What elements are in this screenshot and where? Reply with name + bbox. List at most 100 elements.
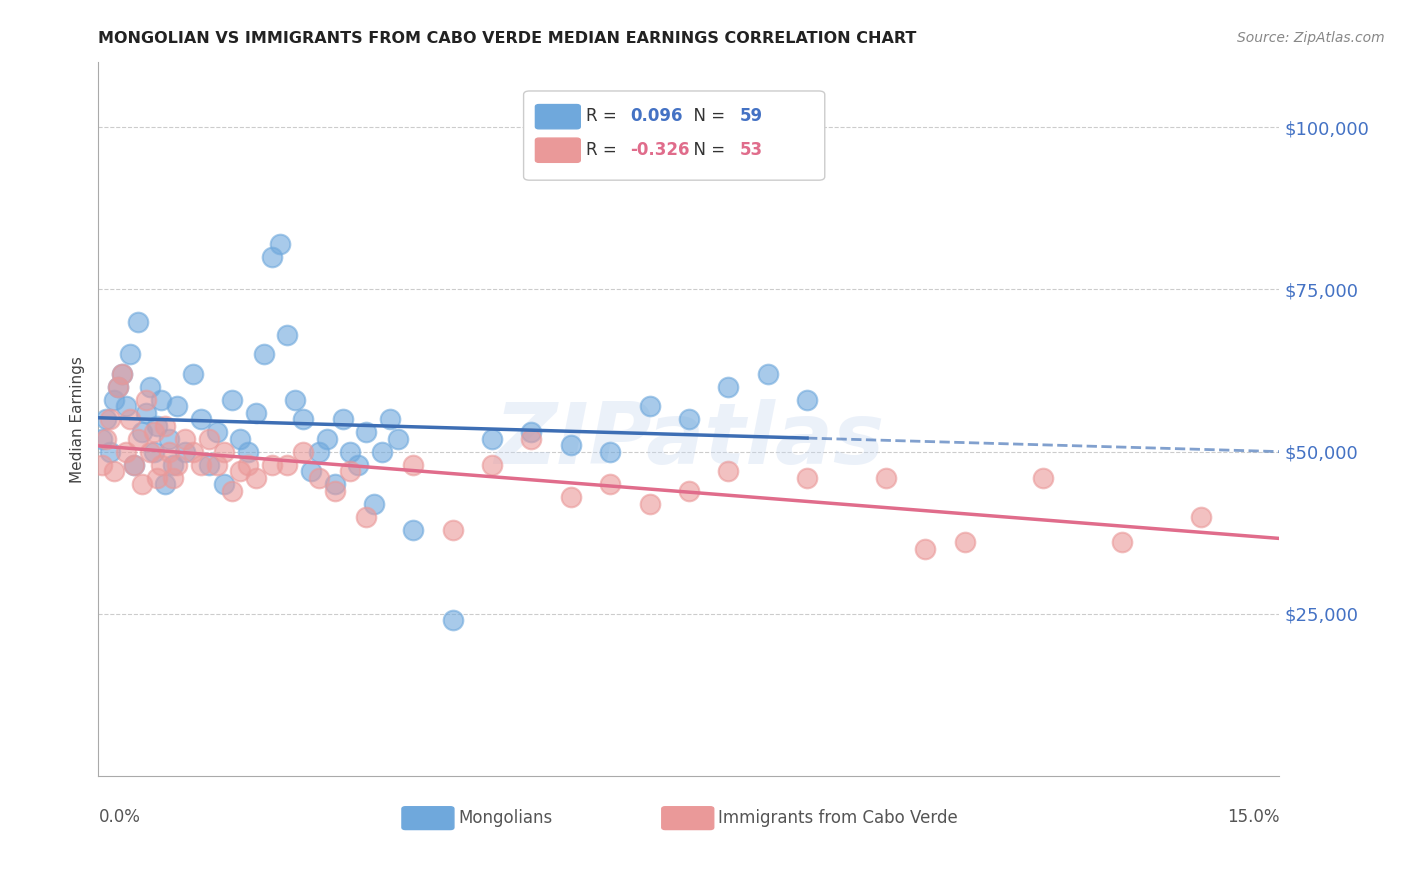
FancyBboxPatch shape (662, 806, 714, 830)
Point (190, 458, 212, 472)
Point (96, 412, 118, 426)
Point (599, 477, 621, 491)
Point (150, 458, 173, 472)
Point (308, 470, 330, 484)
Point (354, 425, 377, 440)
Point (1111, 535, 1133, 549)
Point (347, 458, 370, 472)
Point (205, 458, 228, 472)
Point (115, 444, 138, 458)
Point (155, 477, 177, 491)
Point (131, 425, 153, 440)
FancyBboxPatch shape (536, 138, 581, 162)
Point (276, 458, 298, 472)
Text: -0.326: -0.326 (630, 141, 689, 159)
Point (756, 367, 779, 381)
Point (127, 315, 149, 329)
Point (91, 432, 114, 446)
Point (638, 399, 661, 413)
Point (103, 464, 125, 478)
Point (174, 432, 197, 446)
Text: N =: N = (683, 107, 730, 125)
Point (91, 458, 114, 472)
Point (155, 418, 177, 433)
Point (292, 412, 315, 426)
Point (441, 523, 464, 537)
Point (599, 444, 621, 458)
Text: 0.096: 0.096 (630, 107, 682, 125)
Point (166, 399, 188, 413)
Point (111, 367, 134, 381)
Point (111, 367, 134, 381)
Point (292, 444, 315, 458)
Point (323, 483, 346, 498)
Text: Source: ZipAtlas.com: Source: ZipAtlas.com (1237, 31, 1385, 45)
Point (481, 432, 503, 446)
Point (197, 432, 219, 446)
Point (678, 412, 700, 426)
Point (205, 425, 228, 440)
Point (150, 392, 173, 407)
Point (875, 470, 897, 484)
Point (276, 327, 298, 342)
Point (269, 237, 291, 252)
Point (520, 425, 543, 440)
Point (260, 250, 283, 264)
Text: Immigrants from Cabo Verde: Immigrants from Cabo Verde (718, 809, 959, 827)
Point (181, 444, 204, 458)
Point (118, 347, 141, 361)
Point (122, 458, 145, 472)
Point (214, 477, 236, 491)
Point (914, 541, 936, 556)
Point (138, 444, 160, 458)
Point (118, 412, 141, 426)
Point (378, 412, 401, 426)
Text: R =: R = (586, 141, 623, 159)
Point (103, 392, 125, 407)
FancyBboxPatch shape (523, 91, 825, 180)
Text: 15.0%: 15.0% (1227, 808, 1279, 826)
Point (332, 412, 354, 426)
Text: 0.0%: 0.0% (98, 808, 141, 826)
Text: MONGOLIAN VS IMMIGRANTS FROM CABO VERDE MEDIAN EARNINGS CORRELATION CHART: MONGOLIAN VS IMMIGRANTS FROM CABO VERDE … (98, 31, 917, 46)
Point (98, 412, 121, 426)
Point (638, 497, 661, 511)
Point (678, 483, 700, 498)
Y-axis label: Median Earnings: Median Earnings (70, 356, 86, 483)
Point (402, 523, 425, 537)
Point (560, 438, 582, 452)
Point (115, 399, 138, 413)
Point (98, 444, 121, 458)
Point (245, 470, 267, 484)
Point (221, 483, 243, 498)
Point (402, 458, 425, 472)
Point (339, 444, 361, 458)
Point (236, 458, 259, 472)
Point (229, 432, 252, 446)
Point (796, 392, 818, 407)
Point (107, 380, 129, 394)
Point (354, 509, 377, 524)
Point (1189, 509, 1212, 524)
Point (253, 347, 276, 361)
Point (284, 392, 307, 407)
Point (146, 418, 169, 433)
Text: 59: 59 (740, 107, 763, 125)
Text: N =: N = (683, 141, 730, 159)
Point (245, 406, 267, 420)
FancyBboxPatch shape (536, 104, 581, 128)
Point (315, 432, 337, 446)
Point (142, 444, 165, 458)
Point (135, 406, 157, 420)
Point (953, 535, 976, 549)
Point (520, 432, 543, 446)
Point (157, 444, 180, 458)
Point (162, 458, 184, 472)
Point (162, 470, 184, 484)
Point (323, 477, 346, 491)
Point (135, 392, 157, 407)
FancyBboxPatch shape (402, 806, 454, 830)
Point (127, 432, 149, 446)
Point (214, 444, 236, 458)
Point (481, 458, 503, 472)
